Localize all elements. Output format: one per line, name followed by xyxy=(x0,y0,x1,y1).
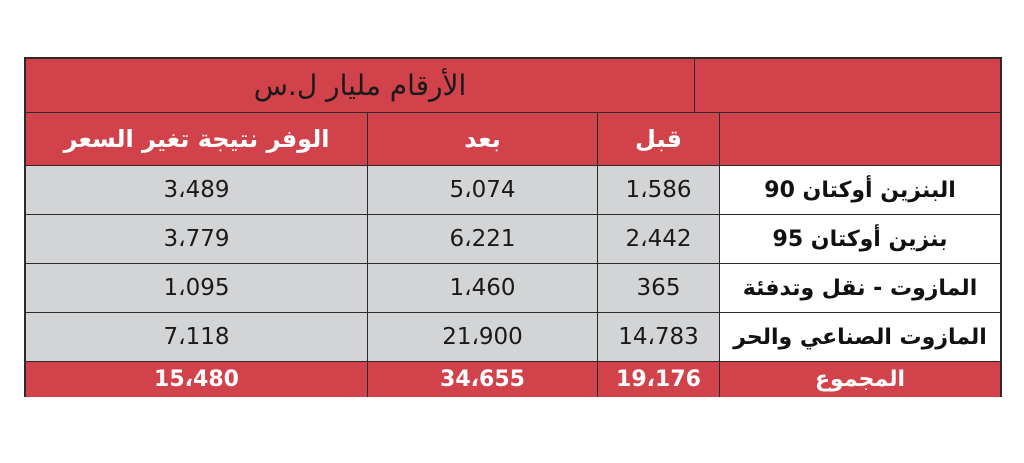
total-savings: 15،480 xyxy=(26,362,368,397)
header-row: الوفر نتيجة تغير السعر بعد قبل xyxy=(26,113,1000,166)
after-cell: 5،074 xyxy=(368,166,598,214)
after-cell: 6،221 xyxy=(368,215,598,263)
savings-cell: 3،779 xyxy=(26,215,368,263)
title-row: الأرقام مليار ل.س xyxy=(26,59,1000,113)
table-title: الأرقام مليار ل.س xyxy=(26,59,695,112)
row-label: المازوت الصناعي والحر xyxy=(720,313,1000,361)
before-cell: 14،783 xyxy=(598,313,720,361)
before-cell: 365 xyxy=(598,264,720,312)
total-before: 19،176 xyxy=(598,362,720,397)
row-label: المازوت - نقل وتدفئة xyxy=(720,264,1000,312)
savings-cell: 7،118 xyxy=(26,313,368,361)
savings-cell: 3،489 xyxy=(26,166,368,214)
before-cell: 2،442 xyxy=(598,215,720,263)
table-row: 7،118 21،900 14،783 المازوت الصناعي والح… xyxy=(26,313,1000,362)
header-before: قبل xyxy=(598,113,720,165)
row-label: بنزين أوكتان 95 xyxy=(720,215,1000,263)
row-label: البنزين أوكتان 90 xyxy=(720,166,1000,214)
header-savings: الوفر نتيجة تغير السعر xyxy=(26,113,368,165)
savings-cell: 1،095 xyxy=(26,264,368,312)
total-after: 34،655 xyxy=(368,362,598,397)
before-cell: 1،586 xyxy=(598,166,720,214)
table-row: 3،779 6،221 2،442 بنزين أوكتان 95 xyxy=(26,215,1000,264)
title-corner-cell xyxy=(695,59,1000,112)
total-row: 15،480 34،655 19،176 المجموع xyxy=(26,362,1000,397)
after-cell: 1،460 xyxy=(368,264,598,312)
total-label: المجموع xyxy=(720,362,1000,397)
table-row: 1،095 1،460 365 المازوت - نقل وتدفئة xyxy=(26,264,1000,313)
table-row: 3،489 5،074 1،586 البنزين أوكتان 90 xyxy=(26,166,1000,215)
after-cell: 21،900 xyxy=(368,313,598,361)
header-label-corner xyxy=(720,113,1000,165)
header-after: بعد xyxy=(368,113,598,165)
data-table: الأرقام مليار ل.س الوفر نتيجة تغير السعر… xyxy=(24,57,1002,397)
